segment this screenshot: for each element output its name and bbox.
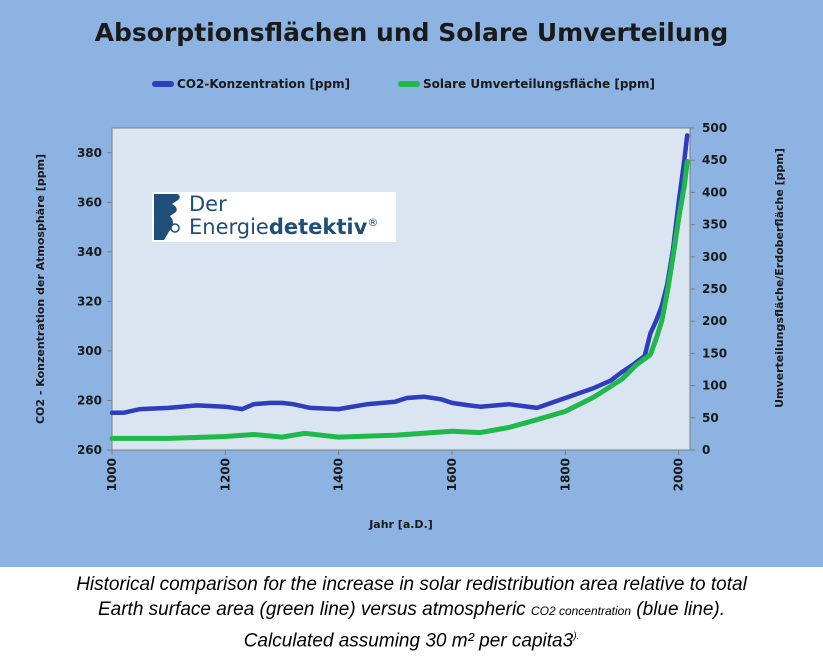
y-right-tick-label: 200 — [702, 314, 727, 328]
legend-label-co2: CO2-Konzentration [ppm] — [177, 77, 351, 91]
y-right-tick-label: 300 — [702, 250, 727, 264]
x-axis-label: Jahr [a.D.] — [368, 518, 433, 531]
series-line-solar — [109, 159, 690, 441]
y-left-tick-label: 260 — [77, 443, 102, 457]
y-axis-label-right: Umverteilungsfläche/Erdoberfläche [ppm] — [773, 148, 786, 408]
y-right-tick-label: 0 — [702, 443, 710, 457]
y-axis-label-left: CO2 - Konzentration der Atmosphäre [ppm] — [34, 154, 47, 424]
logo-text-energiedetektiv: Energiedetektiv® — [189, 215, 378, 239]
y-right-tick-label: 450 — [702, 153, 727, 167]
caption-line-3-sup: ). — [573, 631, 580, 642]
y-right-tick-label: 400 — [702, 185, 727, 199]
y-left-tick-label: 320 — [77, 294, 102, 308]
y-right-tick-label: 50 — [702, 411, 719, 425]
caption-line-3: Calculated assuming 30 m² per capita3). — [10, 624, 813, 653]
caption-line-2-b: (blue line). — [631, 599, 726, 620]
y-right-tick-label: 100 — [702, 379, 727, 393]
legend-label-solar: Solare Umverteilungsfläche [ppm] — [423, 77, 655, 91]
legend-item-solar: Solare Umverteilungsfläche [ppm] — [398, 77, 655, 91]
logo-registered-mark: ® — [367, 216, 379, 229]
tick-layer: 260 280 300 320 340 360 380 0 50 100 150 200 250 300 3… — [77, 121, 727, 491]
logo-text-energie: Energie — [189, 215, 269, 239]
x-tick-label: 1000 — [105, 458, 119, 491]
y-left-tick-label: 360 — [77, 195, 102, 209]
x-tick-label: 1200 — [218, 458, 232, 491]
caption-line-2-small: CO2 concentration — [530, 604, 632, 618]
x-tick-label: 1800 — [558, 458, 572, 491]
y-right-tick-label: 150 — [702, 346, 727, 360]
x-tick-label: 2000 — [672, 458, 686, 491]
figure-caption: Historical comparison for the increase i… — [10, 572, 813, 653]
caption-line-3-a: Calculated assuming 30 m² per capita3 — [243, 630, 574, 652]
y-right-tick-label: 250 — [702, 282, 727, 296]
chart-title: Absorptionsflächen und Solare Umverteilu… — [94, 18, 729, 47]
caption-line-2-a: Earth surface area (green line) versus a… — [97, 599, 531, 620]
chart-svg: 260 280 300 320 340 360 380 0 50 100 150 200 250 300 3… — [34, 121, 786, 531]
legend-item-co2: CO2-Konzentration [ppm] — [152, 77, 350, 91]
y-left-tick-label: 300 — [77, 344, 102, 358]
y-right-tick-label: 500 — [702, 121, 727, 135]
caption-line-1: Historical comparison for the increase i… — [76, 574, 747, 595]
series-layer — [109, 133, 690, 441]
logo-der-energiedetektiv: Der Energiedetektiv® — [152, 192, 396, 242]
y-left-tick-label: 280 — [77, 393, 102, 407]
detective-head-icon — [154, 194, 180, 240]
logo-text-der: Der — [189, 192, 227, 216]
legend-swatch-solar — [398, 81, 420, 87]
chart-legend: CO2-Konzentration [ppm] Solare Umverteil… — [0, 77, 823, 97]
series-line-co2 — [109, 133, 690, 416]
legend-swatch-co2 — [152, 81, 174, 87]
x-tick-label: 1600 — [445, 458, 459, 491]
y-left-tick-label: 380 — [77, 146, 102, 160]
logo-text-detektiv: detektiv — [268, 215, 368, 239]
caption-line-2: Earth surface area (green line) versus a… — [10, 597, 813, 624]
x-tick-label: 1400 — [332, 458, 346, 491]
y-right-tick-label: 350 — [702, 218, 727, 232]
y-left-tick-label: 340 — [77, 245, 102, 259]
